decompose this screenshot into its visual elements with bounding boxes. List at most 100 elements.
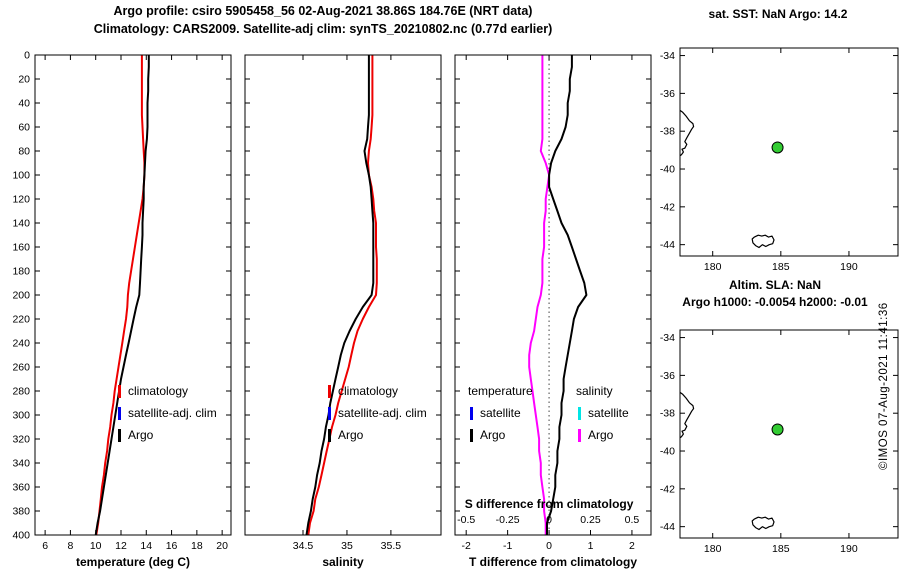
- legend-label: Argo: [128, 428, 154, 442]
- x-tick-label: 8: [67, 540, 73, 552]
- legend-label: satellite-adj. clim: [128, 406, 217, 420]
- argo-t-line-sample: [470, 428, 473, 442]
- sla-map-subtitle: Argo h1000: -0.0054 h2000: -0.01: [682, 295, 868, 309]
- temperature-panel-legend: climatology satellite-adj. clim Argo: [116, 380, 217, 446]
- legend-item-climatology: climatology: [326, 380, 427, 402]
- axes-box: [244, 54, 442, 536]
- climatology-line-sample: [328, 384, 331, 398]
- difference-temperature-legend: temperature satellite Argo: [468, 380, 533, 446]
- x-tick-label: 190: [840, 543, 858, 555]
- x-tick-label: 34.5: [293, 540, 314, 552]
- legend-label: climatology: [128, 384, 189, 398]
- legend-item-argo: Argo: [468, 424, 533, 446]
- legend-item-climatology: climatology: [116, 380, 217, 402]
- secondary-tick-label: -0.25: [496, 514, 520, 526]
- secondary-tick-label: -0.5: [457, 514, 475, 526]
- sst-map-title: sat. SST: NaN Argo: 14.2: [708, 7, 848, 21]
- sst-map-panel: 180 185 190 -34 -36 -38 -40 -42 -44: [660, 47, 899, 273]
- argo-position-marker: [771, 141, 784, 154]
- legend-header-label: temperature: [468, 384, 533, 398]
- y-tick-label: 60: [18, 122, 30, 134]
- satellite-clim-line-sample: [118, 406, 121, 420]
- x-tick-label: 35.5: [381, 540, 402, 552]
- satellite-s-line-sample: [578, 406, 581, 420]
- y-tick-label: 0: [24, 50, 30, 62]
- salinity-profile-series-climatology: [307, 55, 378, 536]
- satellite-clim-line-sample: [328, 406, 331, 420]
- y-tick-label: 160: [12, 242, 30, 254]
- salinity-profile-panel: 34.5 35 35.5 salinity: [244, 54, 442, 569]
- y-tick-label: 120: [12, 194, 30, 206]
- sla-map-panel: 180 185 190 -34 -36 -38 -40 -42 -44: [660, 329, 899, 555]
- y-tick-label: -40: [660, 446, 675, 458]
- y-tick-label: -42: [660, 201, 675, 213]
- axes-box: [679, 47, 899, 257]
- x-tick-label: 35: [341, 540, 353, 552]
- y-tick-label: -36: [660, 370, 675, 382]
- satellite-t-line-sample: [470, 406, 473, 420]
- legend-label: climatology: [338, 384, 399, 398]
- main-subtitle: Climatology: CARS2009. Satellite-adj cli…: [93, 22, 553, 36]
- temperature-profile-series-argo: [94, 55, 150, 536]
- legend-item-satellite: satellite: [576, 402, 629, 424]
- argo-position-marker: [771, 423, 784, 436]
- sla-map-title: Altim. SLA: NaN: [728, 278, 821, 292]
- legend-header-temperature: temperature: [468, 380, 533, 402]
- legend-item-satellite-clim: satellite-adj. clim: [326, 402, 427, 424]
- y-tick-label: 260: [12, 362, 30, 374]
- y-tick-label: 280: [12, 386, 30, 398]
- y-tick-label: -44: [660, 239, 675, 251]
- legend-item-satellite-clim: satellite-adj. clim: [116, 402, 217, 424]
- y-tick-label: -38: [660, 126, 675, 138]
- legend-label: satellite: [588, 406, 629, 420]
- coastline: [679, 109, 695, 157]
- y-tick-label: 180: [12, 266, 30, 278]
- argo-s-line-sample: [578, 428, 581, 442]
- climatology-line-sample: [118, 384, 121, 398]
- legend-label: Argo: [588, 428, 614, 442]
- difference-profile-panel: -2 -1 0 1 2 T difference from climatology S di…: [454, 54, 652, 569]
- y-tick-label: 220: [12, 314, 30, 326]
- y-tick-label: 360: [12, 482, 30, 494]
- x-tick-label: 180: [704, 543, 722, 555]
- legend-item-argo: Argo: [116, 424, 217, 446]
- temperature-profile-series-climatology: [95, 55, 146, 536]
- x-axis-label: temperature (deg C): [76, 555, 190, 569]
- imos-copyright: ©IMOS 07-Aug-2021 11:41:36: [878, 302, 890, 470]
- legend-item-argo: Argo: [326, 424, 427, 446]
- y-tick-label: -40: [660, 164, 675, 176]
- legend-header-label: salinity: [576, 384, 613, 398]
- argo-line-sample: [328, 428, 331, 442]
- y-tick-label: -36: [660, 88, 675, 100]
- x-tick-label: 10: [90, 540, 102, 552]
- y-tick-label: 300: [12, 410, 30, 422]
- coastline: [751, 234, 775, 249]
- coastline: [751, 516, 775, 531]
- y-tick-label: -38: [660, 408, 675, 420]
- x-tick-label: 180: [704, 261, 722, 273]
- legend-label: satellite-adj. clim: [338, 406, 427, 420]
- salinity-panel-legend: climatology satellite-adj. clim Argo: [326, 380, 427, 446]
- legend-label: Argo: [480, 428, 506, 442]
- y-tick-label: -44: [660, 521, 675, 533]
- y-tick-label: 400: [12, 530, 30, 542]
- x-tick-label: -1: [503, 540, 512, 552]
- axes-box: [454, 54, 652, 536]
- y-tick-label: -34: [660, 332, 675, 344]
- y-tick-label: 40: [18, 98, 30, 110]
- legend-header-salinity: salinity: [576, 380, 629, 402]
- x-tick-label: 20: [216, 540, 228, 552]
- y-tick-label: 20: [18, 74, 30, 86]
- x-tick-label: 16: [166, 540, 178, 552]
- y-tick-label: 340: [12, 458, 30, 470]
- difference-profile-series-salinity-argo: [528, 55, 551, 535]
- legend-item-argo: Argo: [576, 424, 629, 446]
- x-tick-label: 18: [191, 540, 203, 552]
- x-tick-label: 14: [140, 540, 152, 552]
- x-tick-label: 185: [772, 261, 790, 273]
- difference-salinity-legend: salinity satellite Argo: [576, 380, 629, 446]
- secondary-axis-label: S difference from climatology: [465, 497, 634, 511]
- secondary-tick-label: 0: [546, 514, 552, 526]
